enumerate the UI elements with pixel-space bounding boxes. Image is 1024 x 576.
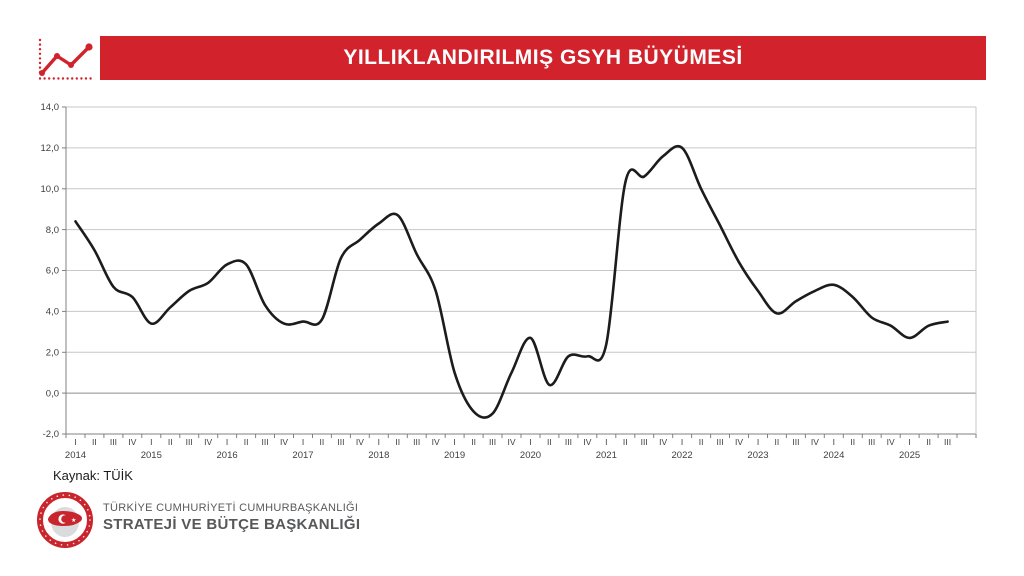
page-title: YILLIKLANDIRILMIŞ GSYH BÜYÜMESİ bbox=[343, 46, 743, 69]
svg-text:II: II bbox=[699, 437, 704, 447]
svg-text:IV: IV bbox=[583, 437, 591, 447]
svg-text:IV: IV bbox=[204, 437, 212, 447]
svg-text:4,0: 4,0 bbox=[46, 307, 59, 318]
svg-text:I: I bbox=[453, 437, 455, 447]
svg-text:I: I bbox=[226, 437, 228, 447]
svg-text:I: I bbox=[150, 437, 152, 447]
svg-text:2022: 2022 bbox=[672, 450, 693, 461]
svg-text:III: III bbox=[717, 437, 724, 447]
svg-text:IV: IV bbox=[128, 437, 136, 447]
svg-text:III: III bbox=[792, 437, 799, 447]
svg-text:II: II bbox=[471, 437, 476, 447]
svg-text:0,0: 0,0 bbox=[46, 388, 59, 399]
svg-text:2015: 2015 bbox=[141, 450, 162, 461]
svg-text:I: I bbox=[833, 437, 835, 447]
svg-text:2016: 2016 bbox=[217, 450, 238, 461]
svg-text:I: I bbox=[757, 437, 759, 447]
svg-text:II: II bbox=[926, 437, 931, 447]
line-chart-icon bbox=[35, 38, 97, 82]
gdp-growth-chart: 14,0 12,0 10,0 8,0 6,0 4,0 2,0 0,0 -2,0 I II III IV I… bbox=[0, 95, 1024, 475]
svg-text:II: II bbox=[168, 437, 173, 447]
svg-text:II: II bbox=[395, 437, 400, 447]
svg-text:III: III bbox=[944, 437, 951, 447]
svg-text:II: II bbox=[623, 437, 628, 447]
svg-text:III: III bbox=[262, 437, 269, 447]
svg-text:2017: 2017 bbox=[292, 450, 313, 461]
svg-text:II: II bbox=[320, 437, 325, 447]
svg-text:II: II bbox=[244, 437, 249, 447]
presidency-seal-icon: ★ bbox=[37, 492, 93, 548]
svg-text:IV: IV bbox=[432, 437, 440, 447]
svg-text:I: I bbox=[74, 437, 76, 447]
svg-text:III: III bbox=[186, 437, 193, 447]
svg-text:IV: IV bbox=[735, 437, 743, 447]
svg-text:2018: 2018 bbox=[368, 450, 389, 461]
svg-text:III: III bbox=[110, 437, 117, 447]
svg-text:IV: IV bbox=[507, 437, 515, 447]
svg-text:I: I bbox=[681, 437, 683, 447]
svg-text:2020: 2020 bbox=[520, 450, 541, 461]
org-name-line1: TÜRKİYE CUMHURİYETİ CUMHURBAŞKANLIĞI bbox=[103, 502, 359, 514]
svg-text:IV: IV bbox=[811, 437, 819, 447]
svg-text:III: III bbox=[565, 437, 572, 447]
svg-text:II: II bbox=[92, 437, 97, 447]
org-name-line2: STRATEJİ VE BÜTÇE BAŞKANLIĞI bbox=[103, 516, 361, 533]
svg-text:6,0: 6,0 bbox=[46, 266, 59, 277]
svg-text:III: III bbox=[868, 437, 875, 447]
svg-text:II: II bbox=[850, 437, 855, 447]
line-chart-icon-svg bbox=[38, 38, 93, 80]
svg-text:IV: IV bbox=[887, 437, 895, 447]
title-banner: YILLIKLANDIRILMIŞ GSYH BÜYÜMESİ bbox=[100, 36, 986, 80]
organization-name: TÜRKİYE CUMHURİYETİ CUMHURBAŞKANLIĞI STR… bbox=[103, 492, 360, 533]
svg-text:I: I bbox=[908, 437, 910, 447]
svg-text:I: I bbox=[378, 437, 380, 447]
svg-text:2024: 2024 bbox=[823, 450, 844, 461]
svg-text:II: II bbox=[775, 437, 780, 447]
svg-text:II: II bbox=[547, 437, 552, 447]
svg-text:8,0: 8,0 bbox=[46, 225, 59, 236]
svg-text:III: III bbox=[489, 437, 496, 447]
svg-text:IV: IV bbox=[356, 437, 364, 447]
svg-text:10,0: 10,0 bbox=[41, 184, 60, 195]
svg-text:2014: 2014 bbox=[65, 450, 86, 461]
svg-text:2023: 2023 bbox=[747, 450, 768, 461]
svg-text:-2,0: -2,0 bbox=[43, 429, 59, 440]
svg-text:III: III bbox=[641, 437, 648, 447]
svg-text:III: III bbox=[337, 437, 344, 447]
svg-text:I: I bbox=[529, 437, 531, 447]
svg-text:III: III bbox=[413, 437, 420, 447]
svg-text:IV: IV bbox=[280, 437, 288, 447]
svg-text:2025: 2025 bbox=[899, 450, 920, 461]
svg-text:2,0: 2,0 bbox=[46, 347, 59, 358]
svg-text:I: I bbox=[605, 437, 607, 447]
source-note: Kaynak: TÜİK bbox=[53, 468, 133, 483]
svg-text:2019: 2019 bbox=[444, 450, 465, 461]
svg-text:2021: 2021 bbox=[596, 450, 617, 461]
svg-text:IV: IV bbox=[659, 437, 667, 447]
footer: ★ TÜRKİYE CUMHURİYETİ CUMHURBAŞKANLIĞI S… bbox=[37, 492, 360, 552]
svg-text:★: ★ bbox=[71, 517, 76, 524]
gdp-growth-chart-svg: 14,012,010,08,06,04,02,00,0-2,0I II III IV I… bbox=[41, 102, 977, 461]
svg-text:14,0: 14,0 bbox=[41, 102, 60, 113]
svg-text:I: I bbox=[302, 437, 304, 447]
svg-text:12,0: 12,0 bbox=[41, 143, 60, 154]
